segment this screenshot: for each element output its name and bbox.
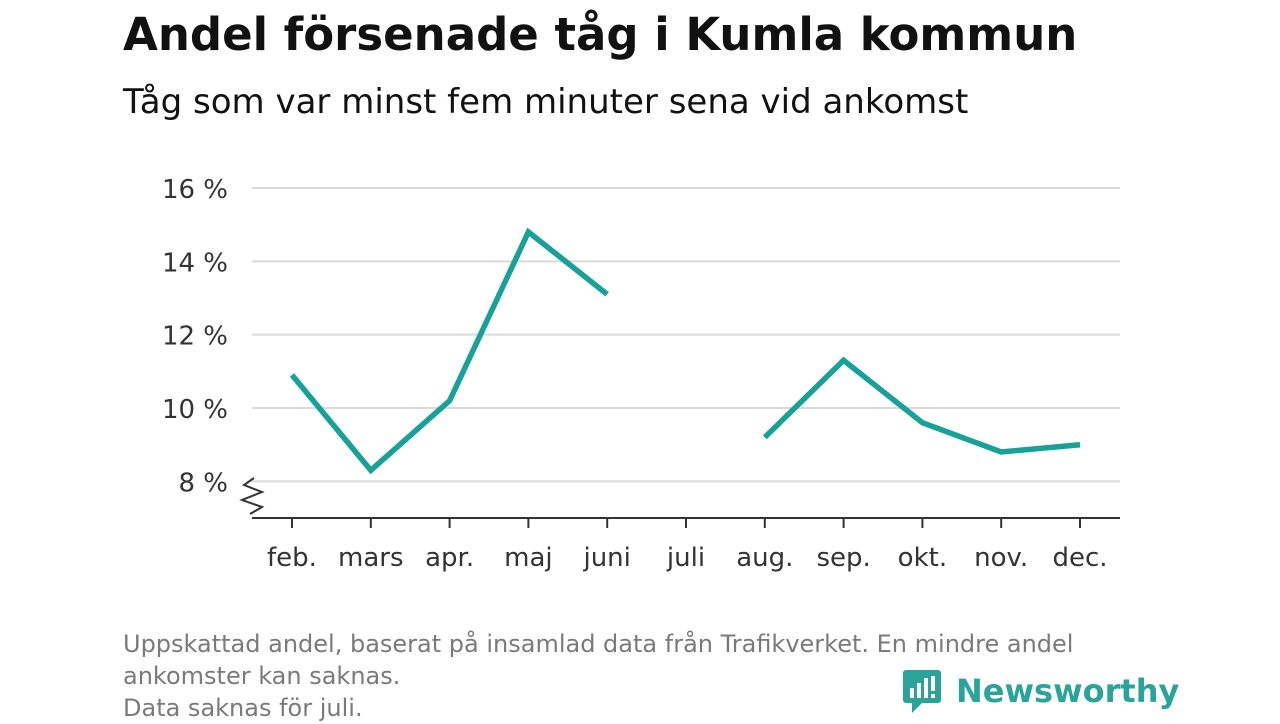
y-tick-label: 10 % [162, 395, 228, 425]
y-axis-ticks: 8 % 10 % 12 % 14 % 16 % [162, 175, 228, 498]
footnote: Uppskattad andel, baserat på insamlad da… [123, 628, 1073, 724]
y-axis-break-icon [239, 477, 265, 515]
x-tick-label: apr. [425, 543, 474, 573]
x-tick-label: juni [582, 543, 630, 573]
footnote-line-1: Uppskattad andel, baserat på insamlad da… [123, 630, 1074, 658]
y-tick-label: 12 % [162, 322, 228, 352]
x-axis-ticks: feb. mars apr. maj juni juli aug. sep. okt. nov. d… [267, 518, 1108, 573]
x-tick-label: nov. [974, 543, 1028, 573]
newsworthy-logo-icon [903, 670, 941, 713]
brand-logo[interactable]: Newsworthy [902, 668, 1179, 714]
x-tick-label: sep. [816, 543, 870, 573]
brand-name: Newsworthy [956, 672, 1180, 710]
x-tick-label: feb. [267, 543, 317, 573]
x-tick-label: juli [666, 543, 705, 573]
x-axis [239, 477, 1120, 519]
footnote-line-2: ankomster kan saknas. [123, 662, 401, 690]
y-tick-label: 14 % [162, 248, 228, 278]
chart-title: Andel försenade tåg i Kumla kommun [123, 8, 1078, 61]
series-line [289, 227, 1081, 475]
y-tick-label: 16 % [162, 175, 228, 205]
y-tick-label: 8 % [178, 468, 228, 498]
x-tick-label: okt. [898, 543, 947, 573]
footnote-line-3: Data saknas för juli. [123, 694, 363, 722]
x-tick-label: aug. [736, 543, 793, 573]
x-tick-label: maj [504, 543, 552, 573]
gridlines [252, 187, 1120, 483]
x-tick-label: mars [338, 543, 404, 573]
chart-subtitle: Tåg som var minst fem minuter sena vid a… [123, 82, 969, 122]
series-lines [289, 227, 1081, 475]
x-tick-label: dec. [1052, 543, 1107, 573]
